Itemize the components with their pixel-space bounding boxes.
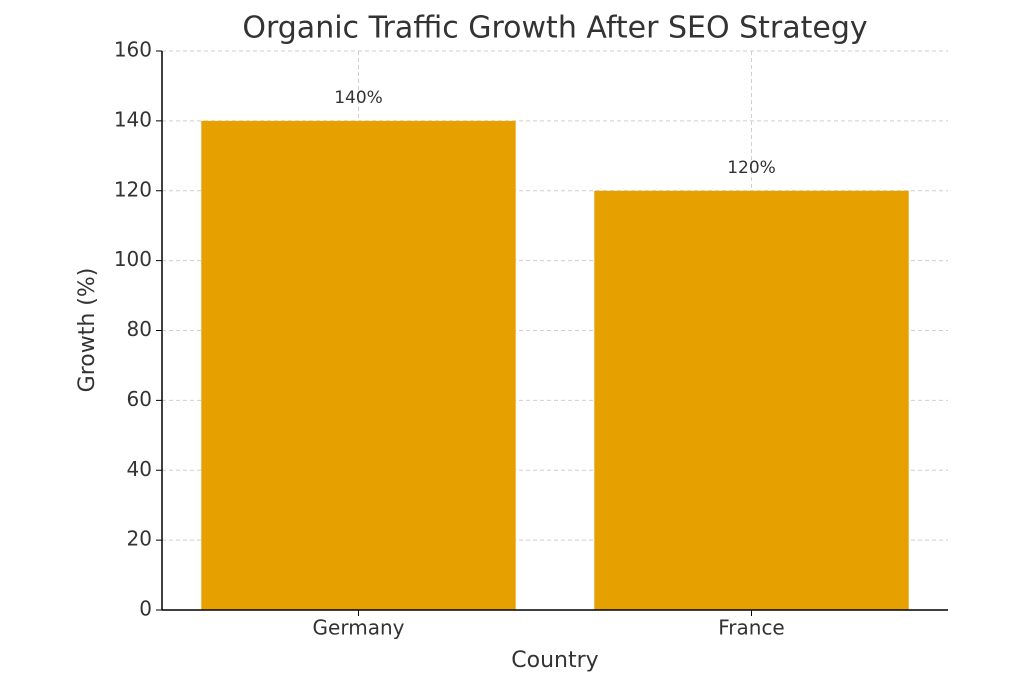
x-tick-label: Germany [313,616,405,640]
bar [201,120,516,610]
y-tick-label: 40 [127,457,152,481]
y-tick-label: 20 [127,527,152,551]
y-tick-label: 80 [127,317,152,341]
bar [594,190,909,610]
y-tick-label: 160 [114,38,152,62]
y-tick-label: 100 [114,247,152,271]
y-tick-label: 140 [114,107,152,131]
x-axis-label: Country [511,648,598,673]
y-tick-label: 0 [139,597,152,621]
y-tick-label: 120 [114,177,152,201]
y-axis-label: Growth (%) [75,268,100,393]
x-tick-label: France [718,616,785,640]
value-label: 120% [727,158,776,178]
chart-title: Organic Traffic Growth After SEO Strateg… [242,11,867,46]
y-tick-label: 60 [127,387,152,411]
value-label: 140% [334,88,383,108]
